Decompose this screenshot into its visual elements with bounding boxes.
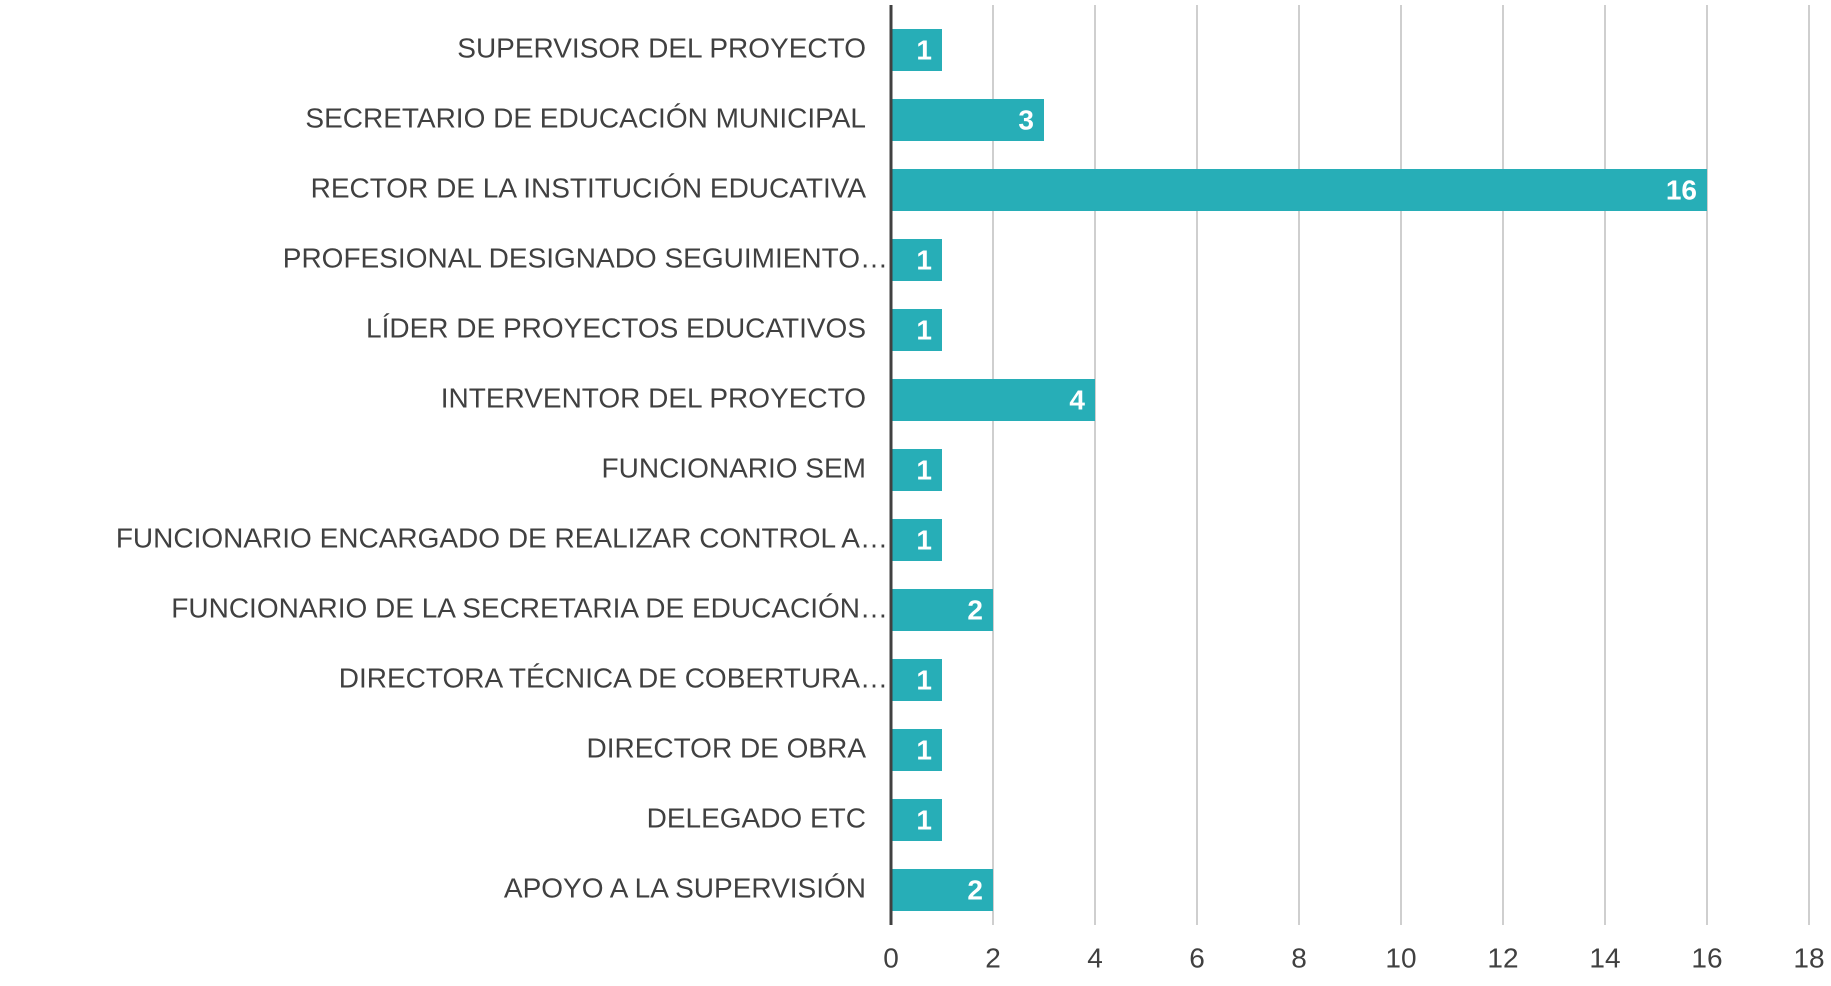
y-tick-label: FUNCIONARIO DE LA SECRETARIA DE EDUCACIÓ…: [171, 592, 888, 623]
y-tick-label: DELEGADO ETC: [647, 802, 866, 833]
x-tick-label: 18: [1793, 942, 1824, 973]
y-tick-label: SUPERVISOR DEL PROYECTO: [457, 32, 866, 63]
x-tick-label: 8: [1291, 942, 1307, 973]
bar: [891, 309, 942, 351]
bar: [891, 99, 1044, 141]
bar: [891, 519, 942, 561]
y-tick-label: FUNCIONARIO ENCARGADO DE REALIZAR CONTRO…: [116, 522, 888, 553]
bar: [891, 169, 1707, 211]
y-tick-label: DIRECTOR DE OBRA: [586, 732, 866, 763]
bar: [891, 29, 942, 71]
y-tick-label: DIRECTORA TÉCNICA DE COBERTURA…: [339, 662, 888, 693]
data-label: 1: [916, 244, 932, 275]
data-label: 1: [916, 664, 932, 695]
bar: [891, 869, 993, 911]
data-label: 1: [916, 34, 932, 65]
y-tick-label: PROFESIONAL DESIGNADO SEGUIMIENTO…: [283, 242, 888, 273]
x-tick-label: 0: [883, 942, 899, 973]
data-label: 2: [967, 594, 983, 625]
y-tick-label: LÍDER DE PROYECTOS EDUCATIVOS: [366, 312, 866, 343]
data-label: 1: [916, 524, 932, 555]
x-tick-label: 14: [1589, 942, 1620, 973]
bar: [891, 589, 993, 631]
x-tick-label: 12: [1487, 942, 1518, 973]
x-tick-label: 2: [985, 942, 1001, 973]
data-label: 1: [916, 454, 932, 485]
x-tick-label: 16: [1691, 942, 1722, 973]
data-label: 1: [916, 804, 932, 835]
x-tick-label: 4: [1087, 942, 1103, 973]
x-tick-label: 6: [1189, 942, 1205, 973]
data-label: 3: [1018, 104, 1034, 135]
y-tick-label: FUNCIONARIO SEM: [602, 452, 866, 483]
data-label: 1: [916, 314, 932, 345]
bar: [891, 239, 942, 281]
bar: [891, 799, 942, 841]
data-label: 2: [967, 874, 983, 905]
x-tick-label: 10: [1385, 942, 1416, 973]
y-tick-label: INTERVENTOR DEL PROYECTO: [441, 382, 866, 413]
bar: [891, 729, 942, 771]
y-tick-label: SECRETARIO DE EDUCACIÓN MUNICIPAL: [305, 102, 866, 133]
bar: [891, 659, 942, 701]
data-label: 1: [916, 734, 932, 765]
y-tick-label: APOYO A LA SUPERVISIÓN: [504, 872, 866, 903]
data-label: 4: [1069, 384, 1085, 415]
y-tick-label: RECTOR DE LA INSTITUCIÓN EDUCATIVA: [311, 172, 867, 203]
bar: [891, 449, 942, 491]
bar: [891, 379, 1095, 421]
data-label: 16: [1666, 174, 1697, 205]
